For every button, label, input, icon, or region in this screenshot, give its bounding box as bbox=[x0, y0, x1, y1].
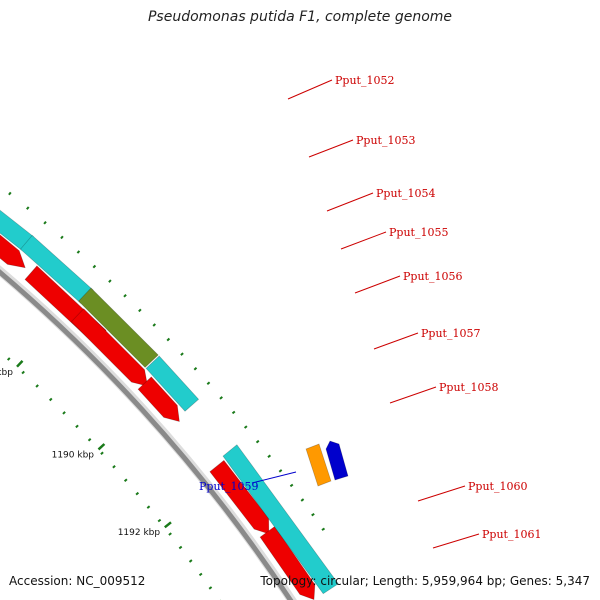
scale-tick bbox=[76, 250, 81, 254]
scale-tick bbox=[198, 572, 203, 577]
cds-forward-arrow bbox=[137, 376, 180, 422]
scale-tick bbox=[108, 279, 112, 283]
ruler-major-tick bbox=[97, 443, 106, 451]
scale-tick bbox=[278, 469, 283, 473]
accession-text: Accession: NC_009512 bbox=[9, 574, 146, 588]
ruler-major-tick bbox=[164, 521, 172, 529]
cds-reverse-block bbox=[145, 355, 200, 412]
gene-label: Pput_1054 bbox=[376, 187, 435, 200]
gene-label: Pput_1061 bbox=[482, 528, 541, 541]
scale-tick bbox=[321, 527, 326, 531]
gene-label: Pput_1058 bbox=[439, 381, 498, 394]
scale-tick bbox=[166, 337, 171, 342]
scale-tick bbox=[152, 323, 157, 327]
scale-tick bbox=[43, 220, 47, 225]
scale-tick bbox=[168, 532, 172, 536]
scale-tick bbox=[289, 483, 294, 488]
scale-tick bbox=[62, 411, 66, 415]
scale-tick bbox=[8, 191, 12, 196]
gene-label: Pput_1057 bbox=[421, 327, 480, 340]
cds-reverse-block bbox=[222, 444, 339, 595]
ruler-label: 1192 kbp bbox=[118, 528, 161, 538]
gene-leader-line bbox=[287, 79, 333, 100]
gene-leader-line bbox=[251, 471, 297, 484]
genome-backbone bbox=[0, 269, 294, 600]
scale-tick bbox=[6, 357, 11, 361]
genome-summary-text: Topology: circular; Length: 5,959,964 bp… bbox=[260, 574, 590, 588]
scale-tick bbox=[26, 206, 30, 210]
scale-tick bbox=[48, 397, 53, 402]
gene-leader-line bbox=[326, 192, 374, 212]
scale-tick bbox=[75, 424, 79, 429]
cds-forward-arrow bbox=[259, 526, 316, 600]
ruler-label: 1190 kbp bbox=[52, 451, 95, 461]
scale-tick bbox=[180, 352, 184, 356]
scale-tick bbox=[135, 491, 140, 496]
scale-tick bbox=[193, 366, 198, 371]
cds-reverse-block bbox=[0, 209, 34, 251]
orange-feature bbox=[305, 443, 332, 487]
scale-tick bbox=[255, 439, 260, 444]
ruler-label: 1188 kbp bbox=[0, 368, 13, 378]
scale-tick bbox=[146, 505, 151, 509]
scale-tick bbox=[231, 410, 236, 415]
gene-label: Pput_1052 bbox=[335, 74, 394, 87]
rna-feature-block bbox=[78, 287, 159, 368]
gene-leader-line bbox=[432, 533, 480, 549]
scale-tick bbox=[92, 264, 97, 269]
scale-tick bbox=[206, 381, 211, 386]
scale-tick bbox=[219, 396, 223, 400]
scale-tick bbox=[60, 235, 64, 240]
cds-forward-arrow bbox=[70, 308, 149, 387]
scale-tick bbox=[21, 370, 25, 375]
scale-tick bbox=[35, 384, 39, 388]
cds-forward-arrow bbox=[209, 459, 270, 535]
cds-reverse-block bbox=[20, 234, 94, 304]
gene-label: Pput_1060 bbox=[468, 480, 527, 493]
scale-tick bbox=[112, 464, 116, 469]
gene-label: Pput_1056 bbox=[403, 270, 462, 283]
gene-label: Pput_1059 bbox=[199, 480, 258, 493]
gene-leader-line bbox=[354, 275, 401, 294]
ruler-major-tick bbox=[16, 360, 24, 368]
gene-label: Pput_1053 bbox=[356, 134, 415, 147]
gene-leader-line bbox=[417, 485, 466, 502]
gene-label: Pput_1055 bbox=[389, 226, 448, 239]
scale-tick bbox=[311, 512, 315, 517]
scale-tick bbox=[157, 518, 162, 523]
scale-tick bbox=[100, 451, 104, 456]
scale-tick bbox=[267, 454, 272, 458]
gene-leader-line bbox=[340, 231, 387, 250]
scale-tick bbox=[138, 308, 142, 313]
scale-tick bbox=[123, 478, 128, 482]
scale-tick bbox=[188, 559, 193, 563]
blue-feature-arrow bbox=[325, 440, 349, 481]
gene-leader-line bbox=[373, 332, 419, 350]
genome-title: Pseudomonas putida F1, complete genome bbox=[147, 9, 453, 25]
scale-tick bbox=[123, 293, 127, 298]
scale-tick bbox=[87, 438, 92, 442]
scale-tick bbox=[208, 586, 213, 590]
scale-tick bbox=[178, 545, 183, 550]
gene-leader-line bbox=[308, 139, 354, 158]
scale-tick bbox=[243, 425, 248, 429]
gene-leader-line bbox=[389, 386, 437, 404]
cds-forward-arrow bbox=[0, 234, 26, 269]
scale-tick bbox=[300, 498, 305, 502]
